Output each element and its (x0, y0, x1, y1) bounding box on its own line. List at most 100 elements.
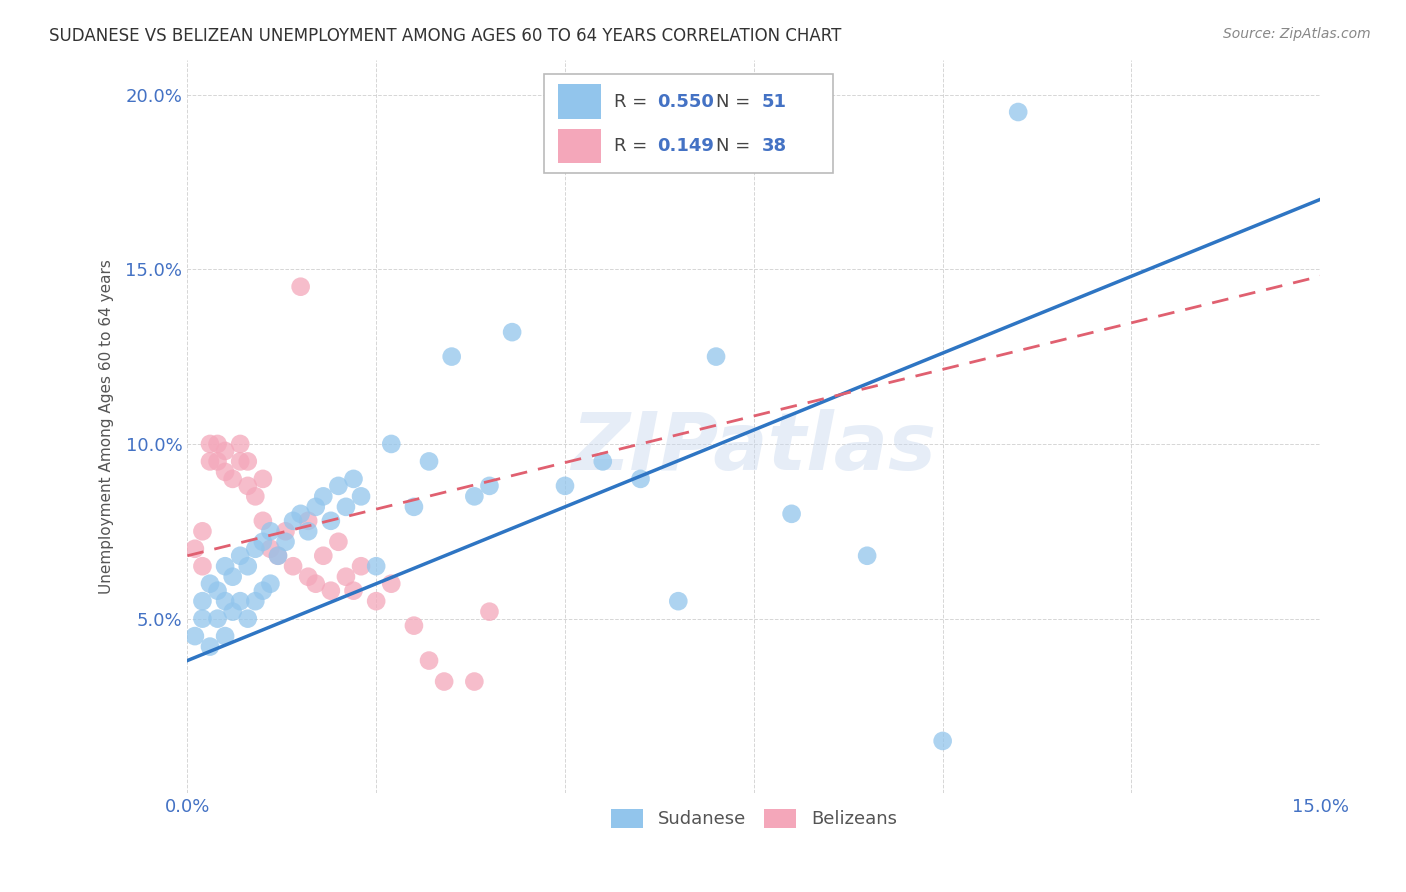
Point (207, 437, 229, 451)
Point (630, 472, 652, 486)
Point (236, 454, 259, 468)
Point (319, 583, 342, 598)
Point (274, 534, 297, 549)
Point (214, 444, 236, 458)
Point (312, 489, 335, 503)
Point (856, 549, 879, 563)
Point (305, 576, 328, 591)
Point (297, 514, 319, 528)
Y-axis label: Unemployment Among Ages 60 to 64 years: Unemployment Among Ages 60 to 64 years (100, 259, 114, 594)
Text: 51: 51 (762, 93, 787, 111)
Point (191, 524, 214, 539)
Point (554, 479, 576, 493)
Point (207, 454, 229, 468)
Point (184, 541, 207, 556)
FancyBboxPatch shape (544, 74, 834, 173)
Point (335, 500, 357, 514)
Point (236, 479, 259, 493)
Point (198, 576, 221, 591)
Text: ZIPatlas: ZIPatlas (571, 409, 936, 488)
Bar (558, 84, 600, 119)
Point (319, 514, 342, 528)
Point (245, 489, 267, 503)
Point (402, 500, 425, 514)
Point (236, 559, 259, 574)
Point (259, 576, 281, 591)
Point (207, 583, 229, 598)
Point (1007, 105, 1029, 120)
Point (252, 514, 274, 528)
Point (191, 559, 214, 574)
Point (281, 559, 304, 574)
Point (366, 594, 388, 608)
Text: N =: N = (717, 93, 756, 111)
Point (666, 594, 689, 608)
Point (704, 350, 727, 364)
Point (236, 612, 259, 626)
Point (418, 454, 440, 468)
Text: Source: ZipAtlas.com: Source: ZipAtlas.com (1223, 27, 1371, 41)
Point (229, 594, 252, 608)
Text: SUDANESE VS BELIZEAN UNEMPLOYMENT AMONG AGES 60 TO 64 YEARS CORRELATION CHART: SUDANESE VS BELIZEAN UNEMPLOYMENT AMONG … (49, 27, 842, 45)
Text: 0.149: 0.149 (658, 137, 714, 155)
Point (221, 472, 243, 486)
Point (198, 640, 221, 654)
Text: 0.550: 0.550 (658, 93, 714, 111)
Point (274, 524, 297, 539)
Point (229, 454, 252, 468)
Point (207, 612, 229, 626)
Point (221, 605, 243, 619)
Point (312, 549, 335, 563)
Text: 38: 38 (762, 137, 787, 155)
Point (335, 570, 357, 584)
Point (418, 654, 440, 668)
Point (229, 437, 252, 451)
Point (931, 734, 953, 748)
Point (592, 454, 614, 468)
Point (350, 489, 373, 503)
Point (290, 279, 312, 293)
Point (402, 618, 425, 632)
Point (198, 454, 221, 468)
Point (380, 437, 402, 451)
Point (221, 570, 243, 584)
Point (463, 489, 485, 503)
Point (191, 612, 214, 626)
Legend: Sudanese, Belizeans: Sudanese, Belizeans (603, 802, 904, 836)
Text: R =: R = (614, 137, 654, 155)
Point (780, 507, 803, 521)
Point (214, 465, 236, 479)
Point (191, 594, 214, 608)
Point (297, 570, 319, 584)
Point (214, 629, 236, 643)
Point (252, 472, 274, 486)
Point (245, 541, 267, 556)
Point (267, 549, 290, 563)
Point (267, 549, 290, 563)
Point (184, 629, 207, 643)
Point (245, 594, 267, 608)
Point (214, 559, 236, 574)
Point (305, 500, 328, 514)
Text: N =: N = (717, 137, 756, 155)
Point (440, 350, 463, 364)
Point (501, 325, 523, 339)
Point (198, 437, 221, 451)
Point (380, 576, 402, 591)
Point (433, 674, 456, 689)
Point (259, 524, 281, 539)
Point (342, 472, 364, 486)
Point (478, 605, 501, 619)
Point (259, 541, 281, 556)
Text: R =: R = (614, 93, 654, 111)
Point (214, 594, 236, 608)
Point (229, 549, 252, 563)
Point (297, 524, 319, 539)
Point (342, 583, 364, 598)
Point (252, 534, 274, 549)
Point (290, 507, 312, 521)
Point (252, 583, 274, 598)
Point (366, 559, 388, 574)
Point (350, 559, 373, 574)
Point (463, 674, 485, 689)
